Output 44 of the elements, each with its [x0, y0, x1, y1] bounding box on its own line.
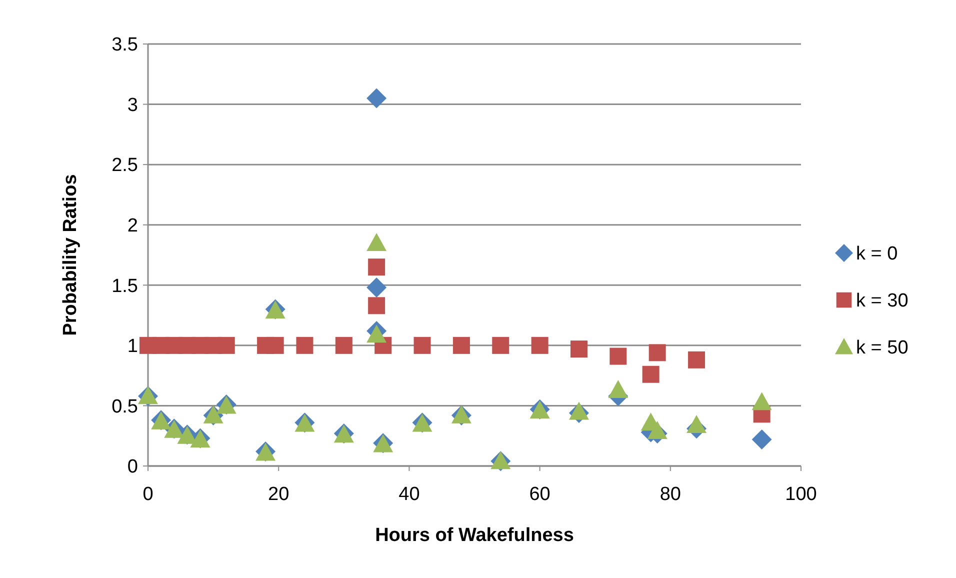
point: [647, 421, 668, 440]
point: [642, 366, 660, 383]
legend-label: k = 0: [856, 244, 898, 265]
point: [366, 232, 387, 251]
y-tick-label: 1.5: [112, 276, 138, 297]
x-tick-label: 0: [142, 484, 154, 505]
point: [414, 336, 431, 354]
y-tick-label: 0.5: [112, 396, 138, 418]
point: [752, 429, 772, 450]
point: [608, 380, 628, 398]
point: [366, 324, 387, 343]
point: [218, 336, 235, 354]
point: [568, 402, 589, 420]
y-tick-label: 2: [127, 216, 138, 237]
point: [366, 278, 387, 298]
y-axis-title: Probability Ratios: [60, 174, 81, 336]
y-tick-label: 3: [127, 94, 138, 116]
x-axis-title: Hours of Wakefulness: [375, 525, 574, 546]
point: [648, 344, 666, 362]
point: [266, 336, 284, 354]
x-tick-label: 20: [268, 484, 290, 505]
point: [366, 88, 387, 108]
y-tick-label: 0: [127, 456, 138, 478]
point: [531, 336, 548, 354]
point: [452, 336, 470, 354]
y-tick-label: 1: [127, 336, 138, 358]
point: [686, 415, 707, 434]
x-tick-label: 100: [785, 484, 817, 505]
y-tick-label: 2.5: [112, 155, 138, 176]
point: [492, 336, 510, 354]
legend-label: k = 30: [856, 290, 908, 312]
x-tick-label: 80: [660, 484, 681, 505]
point: [368, 258, 386, 276]
point: [688, 351, 706, 368]
point: [752, 392, 772, 410]
point: [335, 336, 352, 354]
legend-label: k = 50: [856, 338, 908, 359]
x-tick-label: 60: [529, 484, 550, 505]
point: [570, 340, 588, 358]
x-tick-label: 40: [398, 484, 420, 505]
point: [296, 336, 314, 354]
point: [368, 297, 386, 314]
point: [610, 348, 627, 365]
y-tick-label: 3.5: [112, 34, 138, 56]
